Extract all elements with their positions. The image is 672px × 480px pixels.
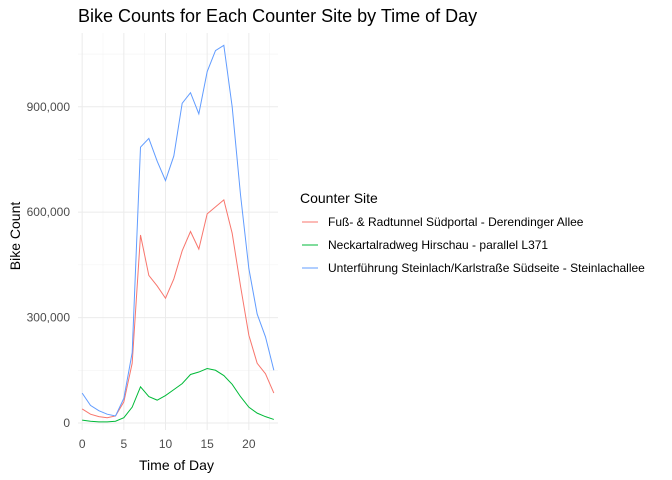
series-line-3 [81, 44, 275, 417]
x-tick-label: 5 [120, 437, 127, 451]
y-tick-label: 900,000 [27, 100, 71, 114]
x-tick-label: 0 [79, 437, 86, 451]
grid-minor [78, 33, 278, 430]
legend-items: Fuß- & Radtunnel Südportal - Derendinger… [302, 215, 645, 275]
y-tick-label: 600,000 [27, 205, 71, 219]
x-tick-label: 20 [242, 437, 256, 451]
x-tick-labels: 0 5 10 15 20 [79, 437, 256, 451]
legend-label-2: Neckartalradweg Hirschau - parallel L371 [328, 238, 548, 252]
x-axis-title: Time of Day [139, 457, 214, 473]
legend-title: Counter Site [300, 190, 378, 206]
y-tick-label: 300,000 [27, 311, 71, 325]
series-line-2 [82, 367, 274, 423]
x-tick-label: 10 [159, 437, 173, 451]
series-lines [81, 44, 275, 423]
legend-label-1: Fuß- & Radtunnel Südportal - Derendinger… [328, 215, 584, 229]
y-tick-label: 0 [63, 416, 70, 430]
y-axis-title: Bike Count [7, 202, 23, 271]
legend: Counter Site Fuß- & Radtunnel Südportal … [300, 190, 645, 275]
chart-title: Bike Counts for Each Counter Site by Tim… [78, 6, 477, 26]
y-tick-labels: 0 300,000 600,000 900,000 [27, 100, 71, 430]
legend-label-3: Unterführung Steinlach/Karlstraße Südsei… [328, 261, 645, 275]
x-tick-label: 15 [200, 437, 214, 451]
grid-major [78, 33, 278, 430]
series-line-1 [81, 198, 275, 419]
